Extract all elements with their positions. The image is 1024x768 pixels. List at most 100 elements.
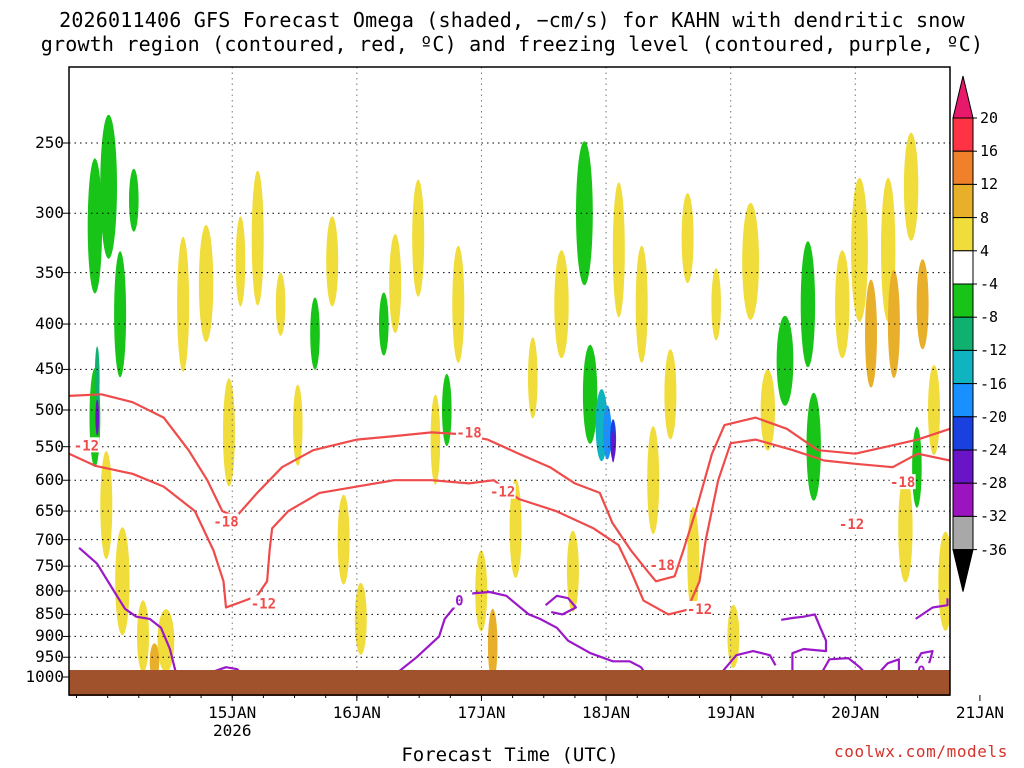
colorbar-label: 16 [980,142,999,161]
omega-blob-24 [389,234,402,333]
contour-label-bg [213,513,240,529]
freezing-level-contour-5 [781,613,828,676]
omega-blob-38 [603,405,612,460]
omega-blob-20 [326,216,339,307]
omega-blob-12 [177,236,190,372]
omega-blob-18 [293,384,303,466]
omega-blob-32 [528,337,538,419]
colorbar-band-10 [952,449,974,484]
omega-blob-46 [687,507,700,615]
y-tick-label: 600 [35,470,64,490]
colorbar-label: 20 [980,109,999,127]
contour-minus12 [69,438,950,616]
omega-blob-15 [235,216,246,307]
omega-blob-36 [582,344,598,444]
omega-blob-4 [129,168,139,232]
axis-ticks [63,142,981,701]
omega-blob-47 [711,268,721,341]
omega-blob-44 [664,349,677,440]
omega-blob-61 [898,474,913,583]
freezing-level-contour-4 [718,650,777,676]
colorbar-band-5 [952,283,974,318]
contour-label-zero-0: 0 [455,594,463,610]
omega-blob-6 [95,399,99,436]
omega-blob-34 [566,530,579,612]
contour-label-bg [456,424,483,440]
y-tick-label: 1000 [25,667,64,686]
contour-layer: -12-12-12-12-12-18-18-18-1800 [69,393,950,680]
contour-label-minus12-4: -12 [839,517,864,533]
omega-blob-2 [100,114,117,259]
x-tick-label: 15JAN [208,703,257,722]
omega-blob-0 [87,158,103,294]
colorbar-label: 4 [980,241,990,260]
colorbar-label: -8 [980,308,999,327]
omega-blob-41 [612,182,625,318]
colorbar-band-12 [952,515,974,551]
omega-blob-55 [851,177,868,322]
colorbar-label: -28 [980,474,1008,493]
omega-blob-56 [865,279,877,388]
freezing-level-contour-7 [877,658,900,674]
omega-blob-30 [487,608,498,681]
freezing-level-contour-9 [909,650,934,674]
x-tick-label: 20JAN [831,703,880,722]
x-tick-label: 17JAN [457,703,506,722]
omega-blob-52 [800,241,816,368]
omega-blob-35 [576,141,593,286]
omega-blob-26 [430,394,441,485]
chart-title-line1: 2026011406 GFS Forecast Omega (shaded, −… [59,8,965,32]
colorbar-label: -4 [980,275,999,293]
freezing-level-contour-0 [78,546,177,672]
omega-blob-60 [916,259,929,350]
contour-minus18 [69,393,950,583]
omega-blob-22 [354,582,367,655]
omega-blob-16 [251,170,264,306]
y-tick-label: 650 [35,501,64,521]
y-tick-label: 850 [35,604,64,624]
omega-blob-48 [727,604,740,668]
omega-blob-7 [100,451,113,560]
y-tick-label: 900 [35,626,64,646]
omega-blob-19 [310,297,320,370]
site-credit[interactable]: coolwx.com/models [834,742,1008,761]
colorbar-label: -12 [980,341,1008,360]
y-tick-label: 500 [35,400,64,419]
x-axis-title: Forecast Time (UTC) [401,744,619,766]
colorbar-band-4 [952,250,974,285]
contour-label-minus18-3: -18 [890,475,915,491]
colorbar-band-0 [952,117,974,152]
omega-blob-17 [275,272,286,336]
contour-label-bg [686,600,713,616]
y-tick-label: 550 [35,436,64,456]
freezing-level-contour-6 [819,657,867,676]
omega-blob-54 [835,250,850,359]
contour-label-bg [489,483,516,499]
y-tick-label: 350 [35,262,64,282]
omega-blob-21 [337,494,350,585]
y-tick-label: 800 [35,581,64,601]
x-tick-label: 16JAN [332,703,381,722]
freezing-level-contour-2 [393,590,648,676]
omega-blob-58 [887,270,900,378]
colorbar-band-6 [952,316,974,351]
freezing-level-contour-3 [544,594,577,616]
colorbar-label: 8 [980,208,990,227]
omega-blob-33 [554,250,569,359]
colorbar [952,75,977,592]
colorbar-label: -24 [980,441,1008,459]
x-tick-label: 21JAN [955,703,1004,722]
contour-label-bg [889,474,916,490]
contour-label-bg [838,515,865,531]
y-tick-label: 950 [35,647,64,667]
colorbar-label: 12 [980,175,999,194]
omega-shading-layer [87,114,950,681]
freezing-level-contour-8 [915,598,949,620]
omega-blob-31 [509,478,522,578]
y-tick-label: 450 [35,359,64,379]
omega-blob-49 [742,202,759,320]
contour-label-bg [649,557,676,573]
x-tick-label: 19JAN [706,703,755,722]
contour-label-bg [250,595,277,611]
